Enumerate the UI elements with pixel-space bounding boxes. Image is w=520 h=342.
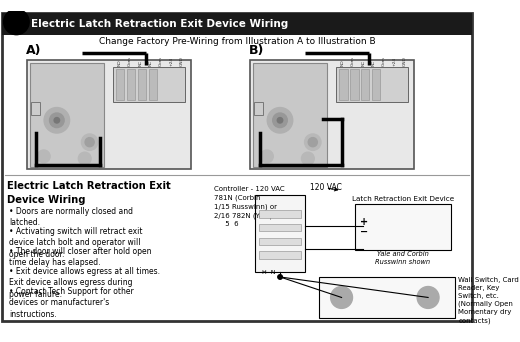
Circle shape	[79, 152, 91, 165]
Text: Latch Retraction Exit Device: Latch Retraction Exit Device	[352, 196, 454, 202]
Bar	[251, 60, 414, 170]
Circle shape	[261, 150, 273, 163]
Text: NO: NO	[341, 59, 345, 66]
Text: Change Factory Pre-Wiring from Illustration A to Illustration B: Change Factory Pre-Wiring from Illustrat…	[98, 38, 375, 47]
Bar	[113, 67, 185, 102]
Circle shape	[278, 275, 282, 279]
Text: Electric Latch Retraction Exit Device Wiring: Electric Latch Retraction Exit Device Wi…	[31, 19, 288, 29]
Text: NC: NC	[149, 60, 152, 66]
Bar	[340, 68, 347, 100]
Circle shape	[272, 113, 287, 128]
Text: +: +	[360, 217, 368, 227]
Bar	[258, 251, 302, 259]
Bar	[319, 277, 456, 318]
Text: −: −	[360, 226, 368, 236]
Circle shape	[54, 118, 60, 123]
Text: NC: NC	[361, 60, 366, 66]
Bar	[2, 13, 472, 35]
Text: • Exit device allows egress at all times.
Exit device allows egress during
power: • Exit device allows egress at all times…	[9, 267, 160, 299]
Text: Com: Com	[159, 56, 163, 66]
Text: Com: Com	[351, 56, 355, 66]
Circle shape	[37, 150, 50, 163]
Bar	[116, 68, 124, 100]
Bar	[31, 102, 40, 115]
Bar	[336, 67, 408, 102]
Bar	[350, 68, 358, 100]
Circle shape	[4, 9, 29, 35]
Bar	[149, 68, 157, 100]
Text: GND: GND	[179, 56, 184, 66]
Text: Electric Latch Retraction Exit
Device Wiring: Electric Latch Retraction Exit Device Wi…	[7, 181, 171, 205]
Bar	[253, 63, 327, 167]
Text: GND: GND	[402, 56, 407, 66]
Bar	[30, 63, 104, 167]
Text: NC: NC	[372, 60, 375, 66]
Text: • The door will closer after hold open
time delay has elapsed.: • The door will closer after hold open t…	[9, 247, 152, 267]
Circle shape	[44, 107, 70, 133]
Circle shape	[85, 137, 94, 147]
Text: Controller - 120 VAC
781N (Corbin
1/15 Russwinn) or
2/16 782N (Yale)
     5  6: Controller - 120 VAC 781N (Corbin 1/15 R…	[214, 186, 284, 227]
Bar	[138, 68, 146, 100]
Text: B): B)	[249, 44, 264, 57]
Circle shape	[302, 152, 314, 165]
Text: 120 VAC: 120 VAC	[310, 183, 342, 193]
Bar	[258, 224, 302, 232]
Text: +24: +24	[392, 57, 396, 66]
Text: Wall Switch, Card
Reader, Key
Switch, etc.
(Normally Open
Momentary dry
contacts: Wall Switch, Card Reader, Key Switch, et…	[458, 277, 519, 324]
Circle shape	[305, 134, 321, 150]
Bar	[361, 68, 369, 100]
Circle shape	[277, 118, 283, 123]
Bar	[258, 210, 302, 218]
Text: NO: NO	[118, 59, 122, 66]
Bar	[28, 60, 191, 170]
Bar	[255, 195, 305, 273]
Bar	[254, 102, 263, 115]
Text: A): A)	[25, 44, 41, 57]
Text: H  N: H N	[262, 270, 276, 275]
Text: Yale and Corbin
Russwinn shown: Yale and Corbin Russwinn shown	[375, 251, 431, 265]
Bar	[372, 68, 380, 100]
Text: • Contact Tech Support for other
devices or manufacturer's
instructions.: • Contact Tech Support for other devices…	[9, 287, 134, 319]
Text: Com: Com	[382, 56, 386, 66]
Circle shape	[331, 287, 353, 308]
Text: Com: Com	[128, 56, 132, 66]
Text: +24: +24	[169, 57, 173, 66]
Bar	[127, 68, 135, 100]
Bar	[258, 238, 302, 245]
Bar	[355, 204, 451, 250]
Circle shape	[417, 287, 439, 308]
Circle shape	[267, 107, 293, 133]
Circle shape	[82, 134, 98, 150]
Text: • Doors are normally closed and
latched.: • Doors are normally closed and latched.	[9, 207, 133, 227]
Text: • Activating switch will retract exit
device latch bolt and operator will
open t: • Activating switch will retract exit de…	[9, 227, 142, 259]
Circle shape	[49, 113, 64, 128]
Text: NC: NC	[138, 60, 142, 66]
Circle shape	[308, 137, 317, 147]
